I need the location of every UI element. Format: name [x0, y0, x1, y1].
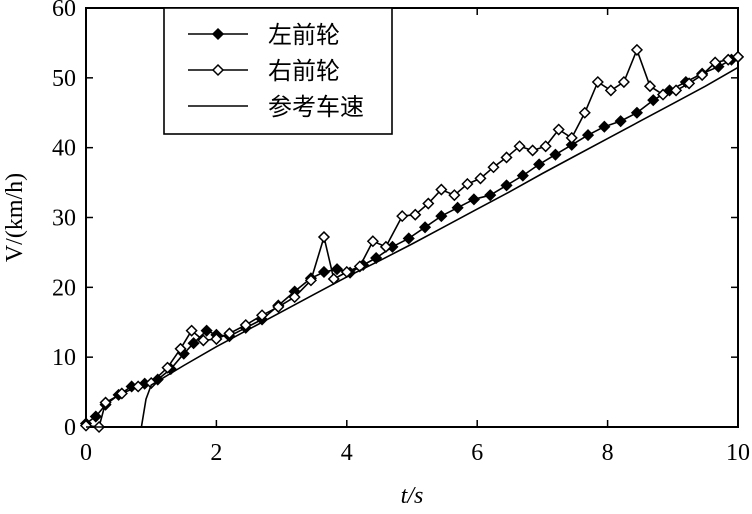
data-point — [448, 189, 461, 202]
y-tick-label: 10 — [52, 345, 76, 371]
data-point — [402, 232, 415, 245]
x-tick-label: 8 — [602, 440, 614, 466]
x-tick-label: 0 — [80, 440, 92, 466]
data-point — [513, 140, 526, 153]
data-point — [409, 208, 422, 221]
data-point — [500, 151, 513, 164]
data-point — [210, 332, 223, 346]
data-point — [317, 230, 331, 244]
data-point — [630, 43, 644, 56]
data-point — [526, 144, 539, 157]
data-point — [89, 410, 102, 423]
data-point — [451, 201, 464, 214]
y-tick-label: 60 — [52, 0, 76, 22]
data-point — [422, 197, 435, 210]
data-point — [435, 210, 448, 223]
data-point — [722, 53, 735, 66]
data-point — [549, 148, 562, 161]
data-point — [366, 235, 379, 248]
legend-box — [163, 7, 393, 135]
data-point — [516, 169, 529, 182]
data-point — [145, 376, 158, 390]
data-point — [461, 177, 474, 191]
data-point — [643, 80, 657, 93]
data-point — [484, 189, 497, 202]
data-point — [174, 342, 187, 355]
x-axis-label: t/s — [401, 483, 424, 509]
legend-marker — [211, 63, 225, 77]
y-axis-label: V/(km/h) — [2, 173, 28, 262]
series-2 — [86, 66, 739, 428]
legend-label: 右前轮 — [268, 57, 340, 85]
data-point — [581, 129, 595, 142]
data-point — [533, 158, 546, 171]
data-point — [630, 106, 644, 119]
legend-label: 参考车速 — [268, 93, 364, 121]
data-point — [647, 94, 660, 107]
x-tick-label: 2 — [210, 440, 222, 466]
data-point — [379, 240, 392, 253]
data-point — [604, 84, 617, 97]
legend-item: 右前轮 — [188, 57, 340, 85]
data-point — [614, 115, 627, 128]
legend-item: 参考车速 — [188, 93, 364, 121]
data-point — [731, 50, 745, 63]
data-point — [552, 123, 565, 136]
data-point — [132, 380, 145, 393]
data-point — [474, 172, 487, 185]
data-point — [115, 387, 128, 400]
data-point — [591, 75, 604, 89]
data-point — [330, 263, 344, 276]
data-point — [656, 88, 670, 101]
series-line — [86, 66, 739, 428]
data-point — [272, 300, 285, 313]
data-point — [161, 361, 174, 374]
data-point — [288, 291, 301, 304]
data-point — [435, 183, 448, 196]
data-point — [598, 120, 611, 133]
y-tick-label: 0 — [64, 415, 76, 441]
data-point — [709, 56, 722, 69]
data-point — [539, 140, 552, 153]
y-tick-label: 20 — [52, 275, 76, 301]
y-tick-label: 50 — [52, 66, 76, 92]
data-point — [578, 106, 591, 119]
data-point — [500, 179, 513, 192]
data-point — [79, 419, 93, 432]
series-1 — [79, 43, 745, 434]
data-point — [99, 396, 112, 409]
data-point — [467, 193, 481, 206]
x-tick-label: 4 — [341, 440, 353, 466]
data-point — [197, 334, 210, 347]
series-layer — [79, 43, 745, 434]
x-tick-label: 6 — [471, 440, 483, 466]
data-point — [255, 309, 269, 322]
data-point — [565, 131, 578, 144]
data-point — [200, 324, 213, 337]
y-tick-label: 40 — [52, 136, 76, 162]
data-point — [317, 265, 331, 279]
legend-item: 左前轮 — [188, 21, 340, 49]
data-point — [683, 77, 696, 90]
data-point — [696, 68, 709, 82]
legend-marker — [211, 27, 225, 41]
data-point — [223, 327, 236, 340]
data-point — [304, 274, 318, 287]
data-point — [185, 324, 198, 337]
x-tick-label: 10 — [726, 440, 750, 466]
data-point — [187, 337, 200, 350]
data-point — [565, 138, 578, 151]
data-point — [418, 221, 432, 234]
series-line — [85, 56, 739, 425]
legend-label: 左前轮 — [268, 21, 340, 49]
data-point — [487, 161, 500, 174]
data-point — [396, 210, 409, 223]
y-tick-label: 30 — [52, 206, 76, 232]
data-point — [669, 84, 683, 97]
data-point — [617, 75, 630, 89]
